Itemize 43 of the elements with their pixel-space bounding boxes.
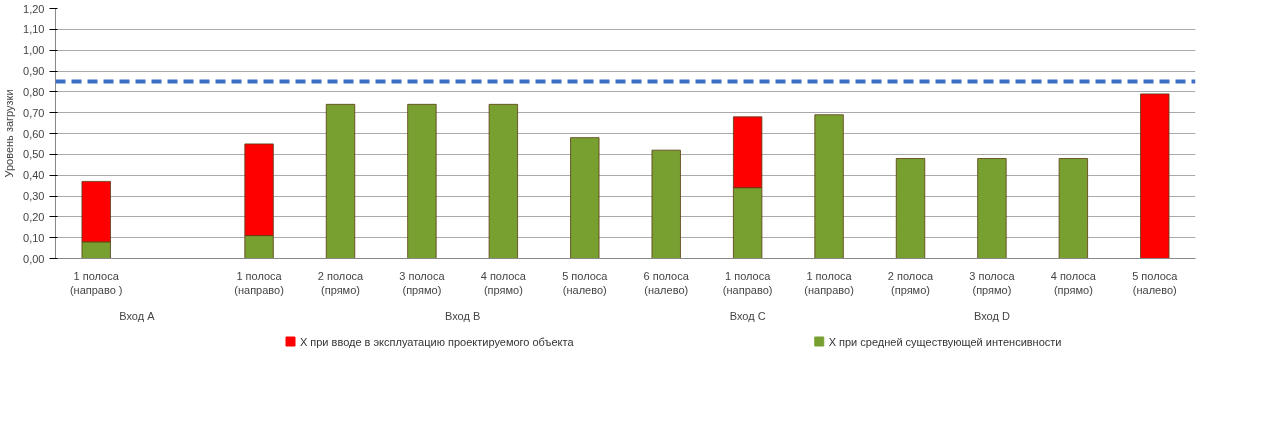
x-tick-label: 1 полоса (направо): [234, 269, 284, 296]
legend-label: Х при вводе в эксплуатацию проектируемого объекта: [299, 335, 575, 348]
text: Вход B: [445, 309, 481, 322]
x-tick-label: 5 полоса (налево): [1132, 269, 1179, 296]
bar: [407, 103, 437, 259]
x-tick-label: 5 полоса (налево): [562, 269, 609, 296]
y-tick-label: 0,70: [23, 106, 45, 119]
x-tick-label: 1 полоса (направо ): [69, 269, 123, 296]
bar: [325, 103, 356, 259]
bar: [895, 158, 926, 259]
text: Вход A: [119, 309, 156, 322]
y-tick-label: 0,10: [23, 231, 45, 244]
y-tick-label: 0,00: [23, 252, 45, 265]
y-tick-label: 0,90: [23, 65, 45, 77]
bar: [651, 149, 681, 259]
y-tick-label: 1,00: [23, 44, 45, 57]
x-tick-label: 4 полоса (прямо): [1050, 269, 1097, 296]
text: Вход D: [973, 309, 1010, 322]
x-tick-label: 4 полоса (прямо): [480, 269, 527, 296]
x-tick-label: 6 полоса (налево): [643, 269, 690, 296]
legend-label: Х при средней существующей интенсивности: [828, 335, 1062, 348]
y-axis-title: Уровень загрузки: [3, 89, 16, 178]
y-tick-label: 0,40: [23, 169, 45, 182]
x-tick-label: 3 полоса (прямо): [399, 269, 446, 296]
y-tick-label: 1,20: [23, 2, 45, 15]
bar: [814, 114, 844, 259]
y-tick-label: 0,30: [23, 190, 45, 202]
bar: [977, 158, 1007, 259]
y-tick-label: 0,20: [23, 210, 45, 223]
x-tick-label: 2 полоса (прямо): [317, 269, 365, 296]
y-tick-label: 0,60: [23, 127, 45, 140]
x-tick-label: 2 полоса (прямо): [887, 269, 935, 296]
y-tick-label: 1,10: [23, 23, 45, 36]
text: Вход C: [729, 309, 766, 322]
x-tick-label: 1 полоса (направо): [722, 269, 773, 296]
x-tick-label: 3 полоса (прямо): [969, 269, 1016, 296]
bar: [570, 137, 600, 259]
bar: [1058, 158, 1089, 259]
y-tick-label: 0,80: [23, 85, 45, 98]
y-tick-label: 0,50: [23, 148, 45, 161]
bar: [1140, 93, 1170, 259]
x-tick-label: 1 полоса (направо): [804, 269, 854, 296]
bar: [488, 103, 519, 259]
